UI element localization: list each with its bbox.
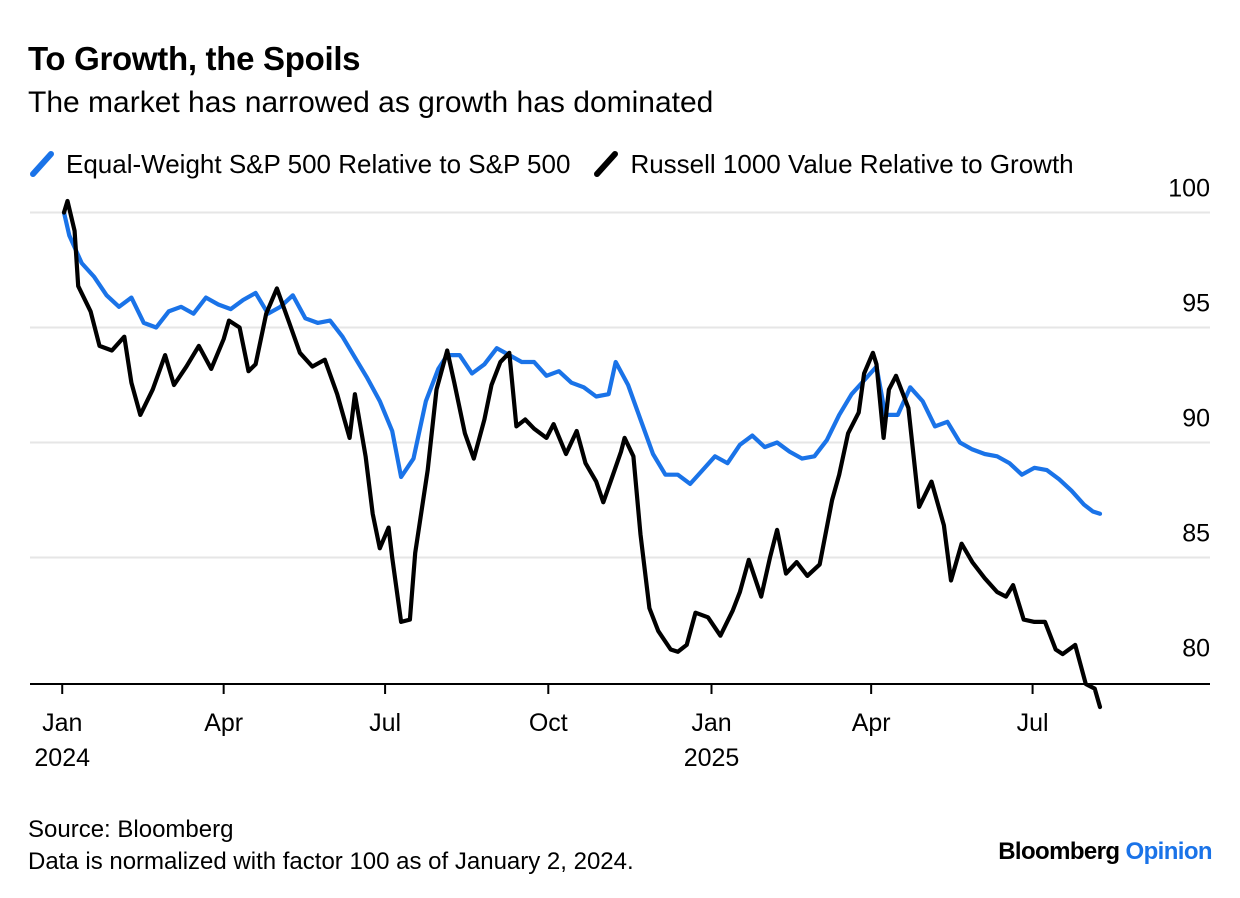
- series-lines: [61, 198, 1103, 710]
- y-tick-label-90: 90: [1182, 405, 1210, 433]
- x-axis-ticks: Jan 2024 Apr Jul Oct Jan 2025 Apr Jul: [34, 684, 1049, 772]
- x-tick-label-1: Apr: [204, 709, 243, 737]
- legend-item-russell: Russell 1000 Value Relative to Growth: [592, 148, 1074, 180]
- brand-secondary: Opinion: [1125, 838, 1213, 865]
- x-tick-label-2: Jul: [369, 709, 401, 737]
- brand-primary: Bloomberg: [998, 838, 1120, 865]
- gridlines: [30, 211, 1210, 559]
- x-tick-label-4: Jan: [691, 709, 731, 737]
- chart-title: To Growth, the Spoils: [28, 40, 361, 77]
- legend-swatch-equal-weight: [28, 150, 56, 178]
- legend-item-equal-weight: Equal-Weight S&P 500 Relative to S&P 500: [28, 149, 570, 180]
- x-tick-label-5: Apr: [852, 709, 891, 737]
- x-tick-label-0: Jan: [42, 709, 82, 737]
- y-axis-tick-labels: 80 85 90 95 100: [1168, 175, 1210, 663]
- source-note: Source: Bloomberg: [28, 816, 234, 843]
- x-tick-label-6: Jul: [1017, 709, 1049, 737]
- y-tick-label-80: 80: [1182, 635, 1210, 663]
- x-year-label-2024: 2024: [34, 744, 90, 772]
- y-tick-label-100: 100: [1168, 175, 1210, 203]
- legend: Equal-Weight S&P 500 Relative to S&P 500…: [28, 146, 1096, 182]
- bloomberg-opinion-logo: Bloomberg Opinion: [998, 838, 1212, 866]
- chart-subtitle: The market has narrowed as growth has do…: [28, 86, 714, 119]
- normalization-note: Data is normalized with factor 100 as of…: [28, 848, 634, 875]
- y-tick-label-85: 85: [1182, 520, 1210, 548]
- legend-label-equal-weight: Equal-Weight S&P 500 Relative to S&P 500: [66, 148, 571, 179]
- legend-label-russell: Russell 1000 Value Relative to Growth: [630, 148, 1074, 179]
- x-year-label-2025: 2025: [684, 744, 740, 772]
- footer-notes: Source: Bloomberg Data is normalized wit…: [28, 814, 634, 878]
- x-tick-label-3: Oct: [529, 709, 568, 737]
- series-line-russell: [61, 198, 1103, 710]
- series-line-equal-weight: [61, 210, 1103, 516]
- y-tick-label-95: 95: [1182, 290, 1210, 318]
- legend-swatch-russell: [592, 150, 620, 178]
